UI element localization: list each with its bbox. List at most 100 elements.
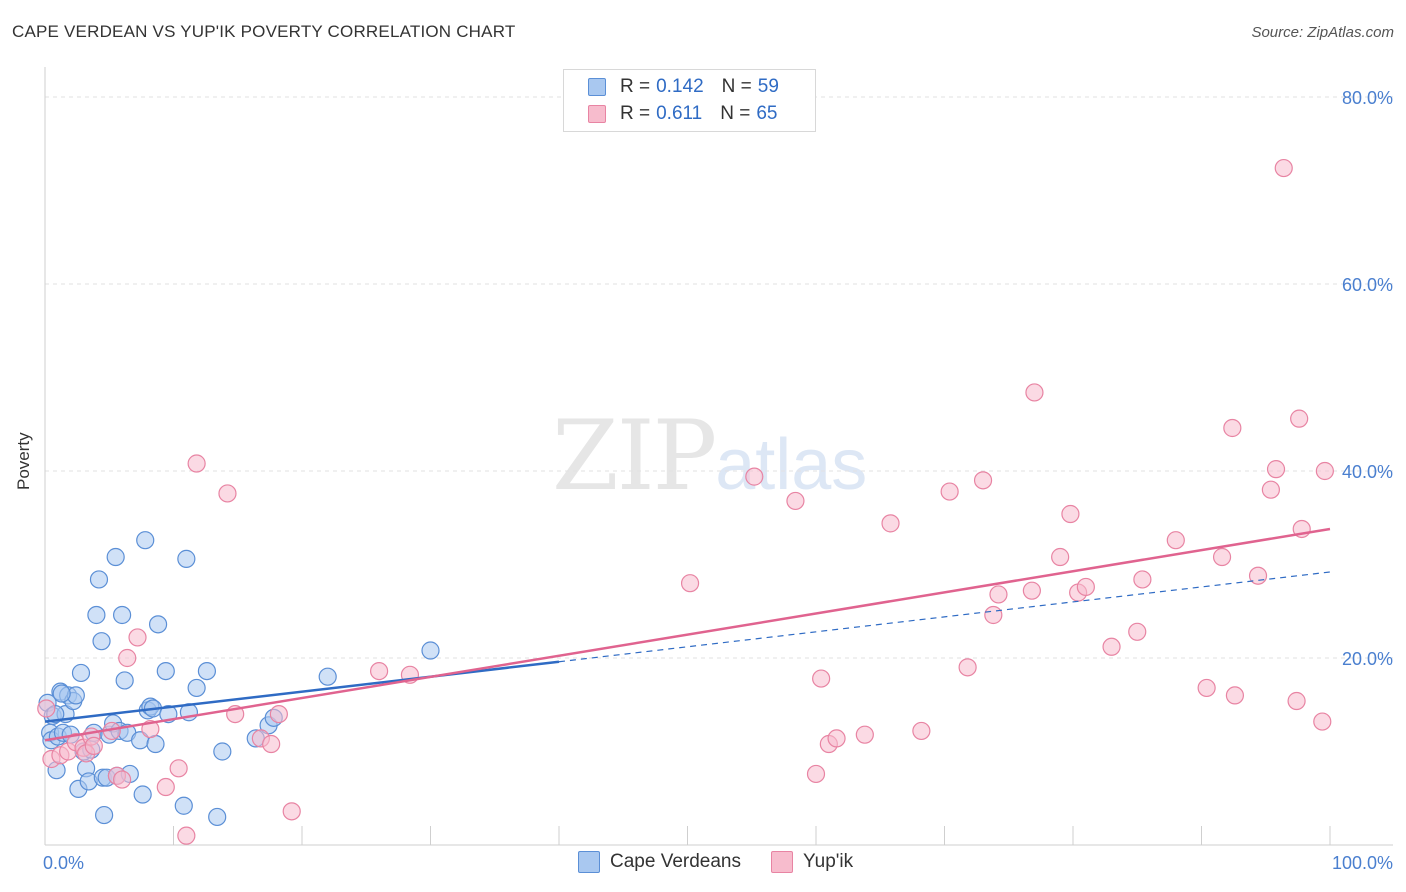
legend-swatch-blue: [588, 78, 606, 96]
cape-verdean-point: [187, 678, 206, 698]
yupik-point: [370, 661, 389, 681]
watermark: ZIPatlas: [552, 400, 867, 512]
legend-n-label: N =: [720, 103, 751, 124]
cape-verdean-point: [148, 615, 168, 634]
cape-verdean-point: [318, 667, 337, 686]
legend-label-yupik: Yup'ik: [803, 851, 854, 872]
yupik-point: [128, 628, 147, 647]
yupik-point: [1128, 622, 1147, 641]
yupik-point: [786, 491, 805, 511]
correlation-legend: R = 0.142 N = 59 R = 0.611 N = 65: [563, 69, 816, 132]
cape-verdean-point: [213, 742, 232, 761]
cape-verdean-point: [197, 661, 217, 681]
yupik-point: [1133, 570, 1152, 589]
legend-swatch-pink: [588, 105, 606, 123]
yupik-point: [1313, 712, 1332, 731]
yupik-point: [84, 736, 103, 755]
y-tick-label: 60.0%: [1342, 275, 1393, 295]
yupik-point: [912, 721, 931, 741]
legend-r-value: 0.142: [656, 76, 704, 97]
legend-row-cape-verdeans: R = 0.142 N = 59: [588, 75, 779, 99]
legend-swatch-pink: [771, 851, 793, 873]
source-credit: Source: ZipAtlas.com: [1251, 24, 1394, 41]
series-legend: Cape Verdeans Yup'ik: [578, 851, 883, 873]
cape-verdean-point: [106, 547, 125, 567]
yupik-point: [958, 658, 977, 677]
cape-verdean-point: [71, 663, 91, 683]
cape-verdean-trend-line: [44, 660, 560, 723]
y-tick-label: 40.0%: [1342, 462, 1393, 482]
yupik-point: [973, 471, 993, 490]
yupik-point: [118, 648, 137, 668]
yupik-point: [177, 826, 196, 845]
yupik-point: [1248, 566, 1268, 585]
yupik-point: [1212, 547, 1232, 567]
cape-verdean-point: [133, 785, 152, 804]
yupik-point: [156, 777, 175, 797]
x-tick-label-min: 0.0%: [43, 853, 84, 873]
yupik-point: [1225, 686, 1245, 705]
yupik-point: [881, 514, 900, 533]
y-tick-label: 80.0%: [1342, 88, 1393, 108]
x-tick-label-max: 100.0%: [1332, 853, 1393, 873]
yupik-point: [1266, 460, 1286, 479]
yupik-point: [1223, 418, 1242, 438]
yupik-point: [855, 725, 874, 744]
legend-item-cape-verdeans: Cape Verdeans: [578, 851, 741, 873]
yupik-point: [269, 704, 288, 724]
cape-verdean-point: [52, 684, 71, 703]
cape-verdean-point: [156, 661, 175, 681]
yupik-point: [1102, 637, 1121, 656]
yupik-point: [1022, 581, 1041, 600]
yupik-point: [940, 482, 959, 501]
yupik-point: [1274, 158, 1293, 178]
cape-verdean-point: [112, 605, 132, 625]
yupik-point: [812, 669, 831, 688]
cape-verdean-point: [174, 796, 193, 815]
yupik-point: [1061, 504, 1080, 524]
legend-r-value: 0.611: [656, 103, 703, 124]
cape-verdean-point: [95, 805, 114, 825]
yupik-point: [1166, 531, 1185, 550]
cape-verdean-point: [87, 605, 106, 625]
yupik-point: [827, 729, 846, 748]
watermark-atlas: atlas: [715, 425, 868, 505]
chart-title: CAPE VERDEAN VS YUP'IK POVERTY CORRELATI…: [12, 22, 516, 41]
yupik-point: [1315, 461, 1334, 481]
yupik-point: [1025, 383, 1044, 402]
yupik-point: [745, 467, 764, 486]
legend-item-yupik: Yup'ik: [771, 851, 853, 873]
legend-n-value: 59: [757, 76, 779, 97]
legend-row-yupik: R = 0.611 N = 65: [588, 102, 778, 126]
yupik-point: [1290, 409, 1309, 428]
legend-n-label: N =: [721, 76, 752, 97]
cape-verdean-trend-extension: [558, 571, 1331, 663]
yupik-point: [1287, 691, 1306, 711]
yupik-point: [680, 574, 700, 593]
yupik-point: [169, 759, 188, 778]
cape-verdean-point: [89, 570, 109, 589]
yupik-point: [989, 585, 1008, 604]
cape-verdean-point: [177, 549, 196, 568]
cape-verdean-point: [421, 641, 440, 660]
cape-verdean-point: [115, 671, 134, 690]
legend-n-value: 65: [756, 103, 778, 124]
yupik-point: [187, 454, 206, 473]
yupik-point: [262, 734, 281, 754]
watermark-zip: ZIP: [552, 400, 717, 512]
yupik-point: [282, 802, 301, 821]
yupik-point: [1261, 480, 1280, 499]
yupik-point: [1076, 577, 1095, 597]
legend-swatch-blue: [578, 851, 600, 873]
yupik-point: [218, 484, 237, 503]
yupik-point: [1051, 547, 1070, 567]
yupik-point: [37, 699, 56, 718]
cape-verdean-point: [136, 531, 155, 550]
y-tick-label: 20.0%: [1342, 649, 1393, 669]
cape-verdean-point: [92, 632, 111, 651]
yupik-trend-line: [44, 527, 1331, 742]
legend-r-label: R =: [620, 103, 651, 124]
cape-verdean-point: [208, 807, 227, 827]
yupik-point: [984, 605, 1003, 625]
